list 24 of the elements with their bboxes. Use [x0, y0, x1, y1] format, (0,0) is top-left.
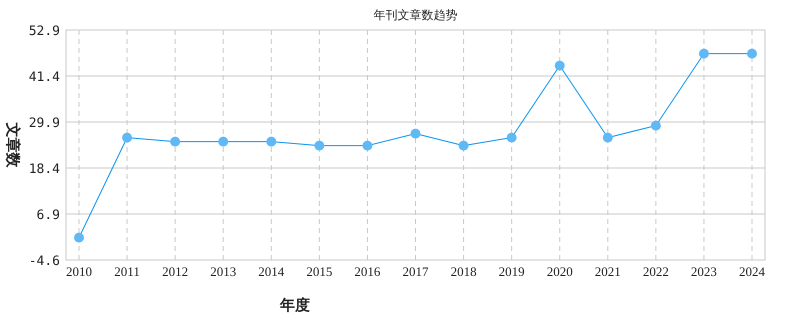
y-tick-label: 52.9: [28, 24, 60, 39]
x-tick-label: 2022: [642, 264, 669, 279]
x-tick-label: 2019: [498, 264, 525, 279]
x-tick-label: 2016: [354, 264, 381, 279]
x-tick-label: 2017: [402, 264, 429, 279]
chart-title: 年刊文章数趋势: [374, 8, 458, 22]
x-tick-label: 2020: [546, 264, 573, 279]
x-tick-label: 2011: [114, 264, 140, 279]
y-tick-label: -4.6: [28, 254, 60, 269]
x-tick-label: 2014: [258, 264, 285, 279]
x-tick-label: 2023: [690, 264, 717, 279]
x-tick-label: 2018: [450, 264, 477, 279]
x-tick-label: 2010: [66, 264, 92, 279]
y-tick-label: 29.9: [28, 116, 60, 131]
x-tick-label: 2015: [306, 264, 332, 279]
y-axis-title: 文章数: [4, 122, 22, 168]
x-tick-label: 2012: [162, 264, 188, 279]
y-tick-label: 41.4: [28, 70, 60, 85]
y-tick-label: 6.9: [36, 208, 60, 223]
y-tick-label: 18.4: [28, 162, 60, 177]
x-tick-label: 2024: [739, 264, 766, 279]
x-tick-label: 2013: [210, 264, 236, 279]
x-tick-label: 2021: [594, 264, 621, 279]
x-axis-title: 年度: [279, 296, 310, 314]
